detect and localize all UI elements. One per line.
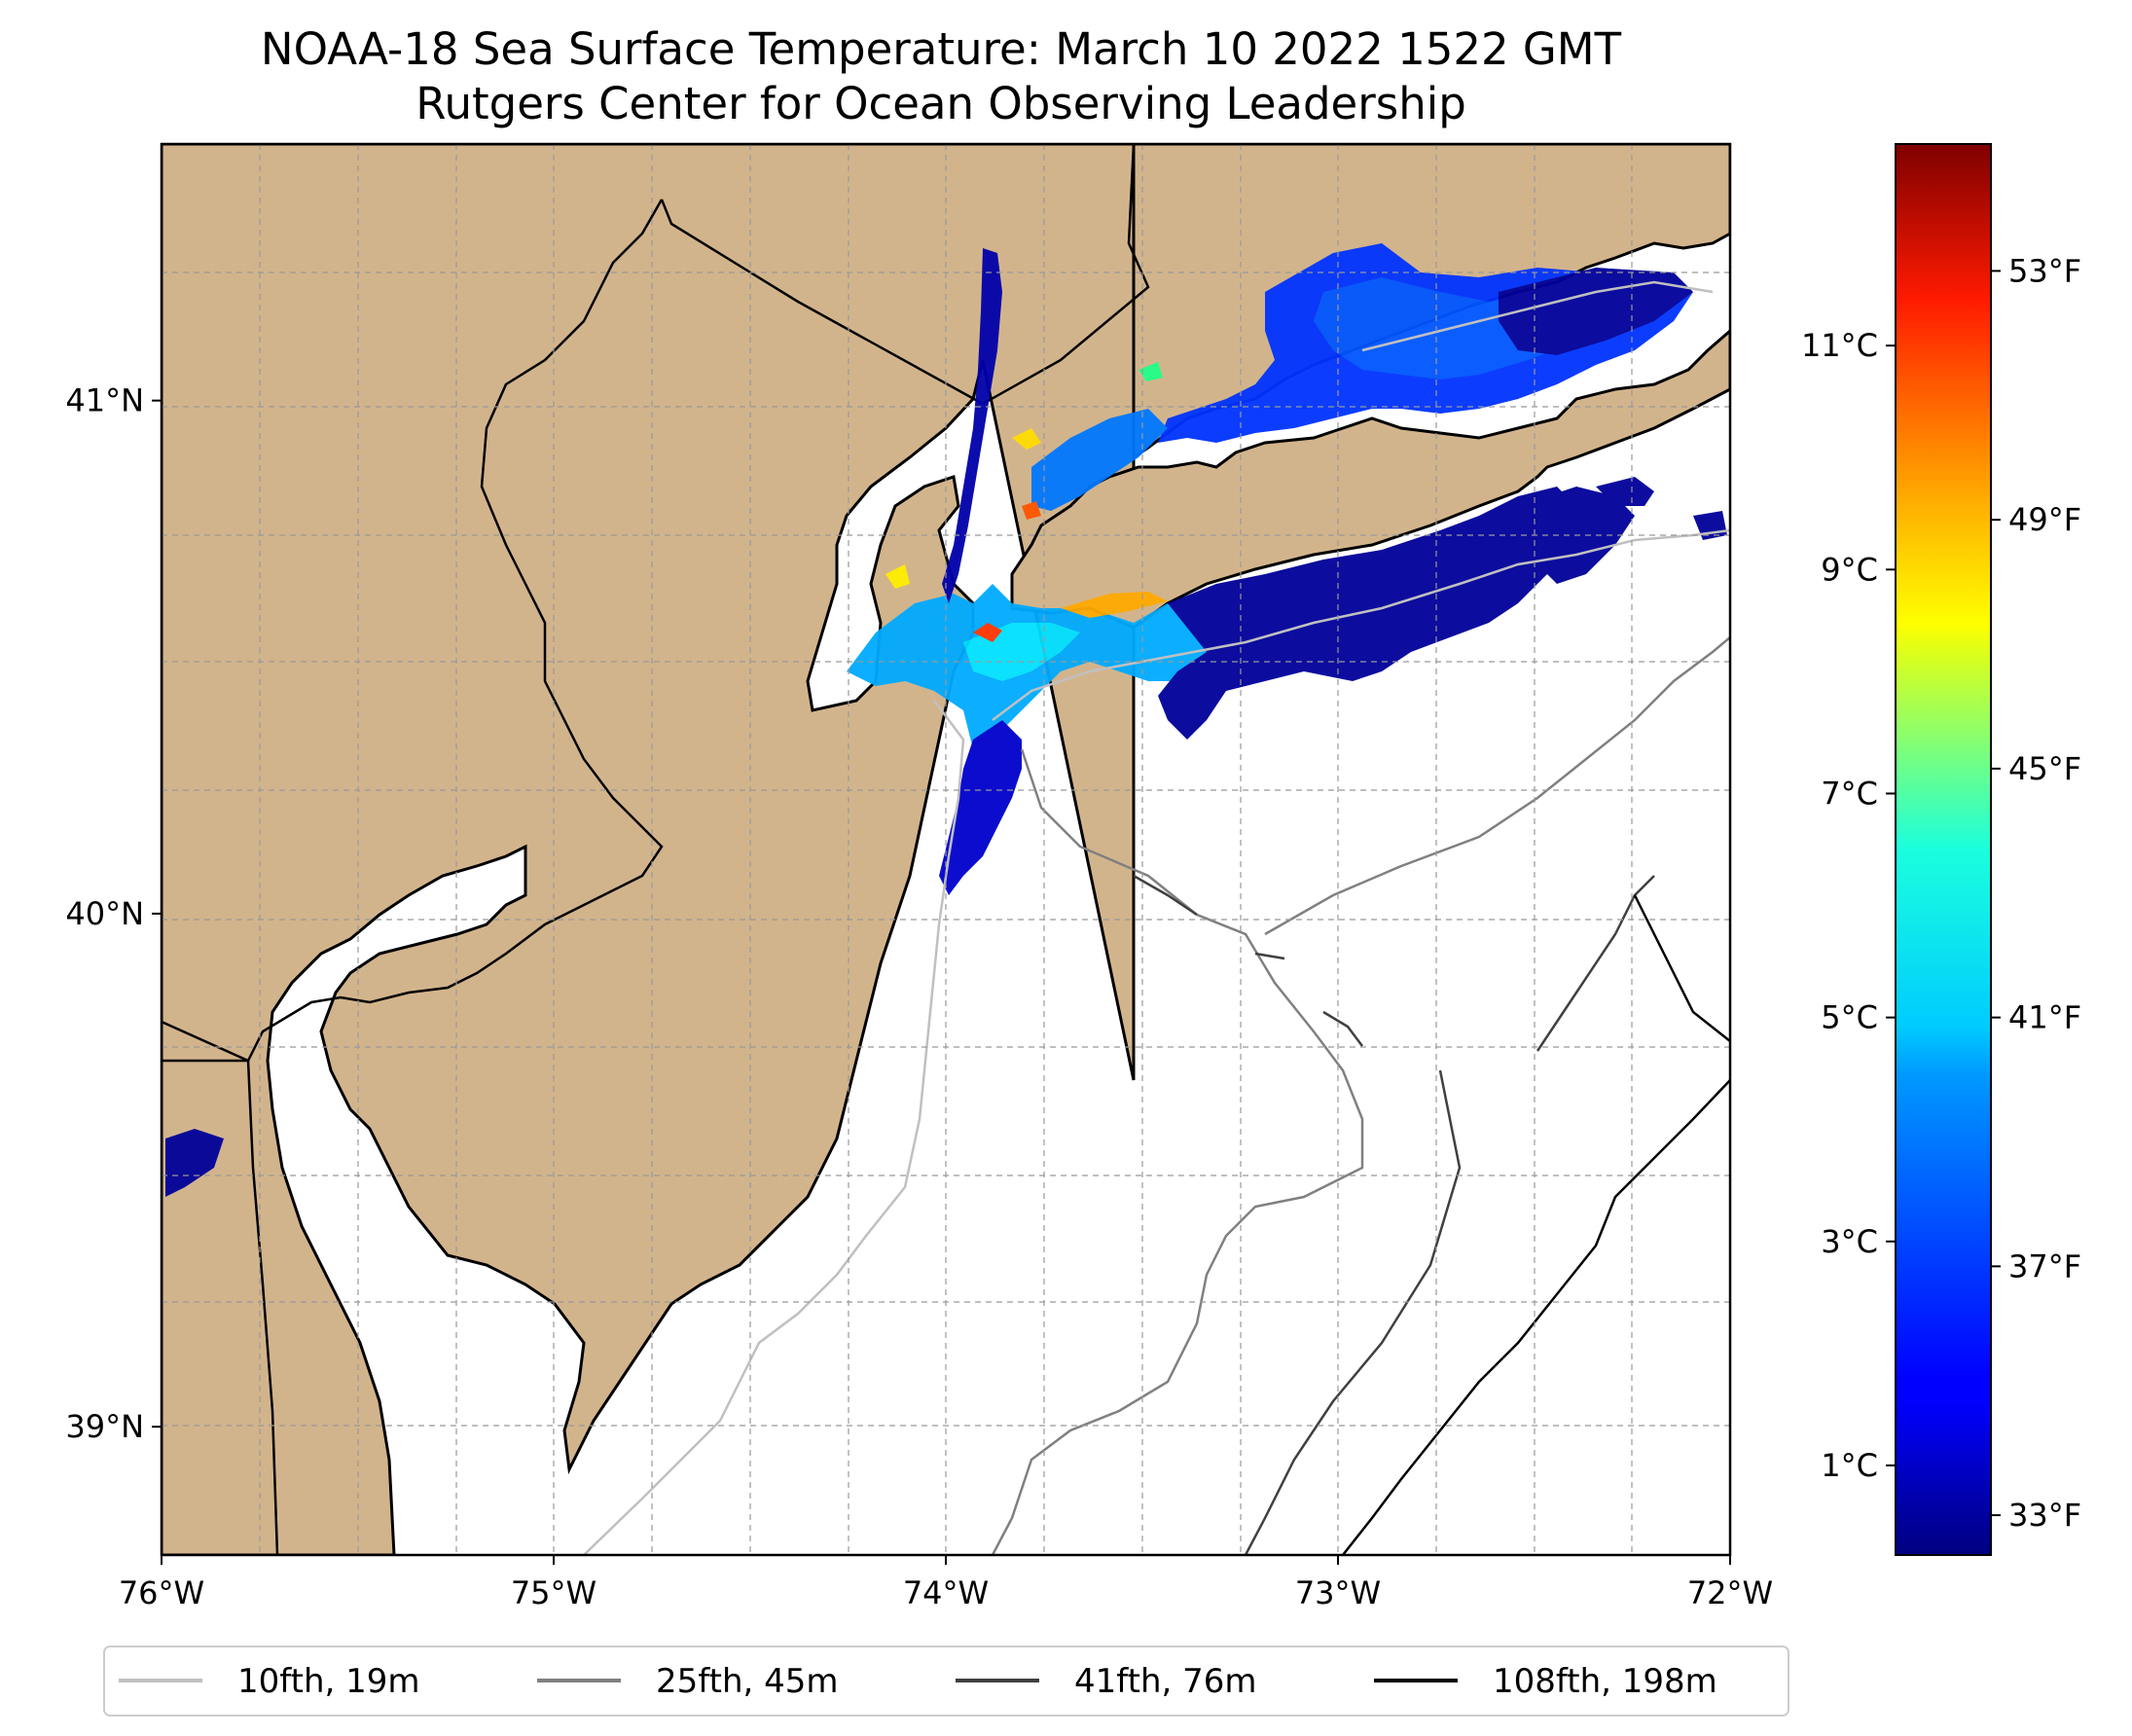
title-line-1: NOAA-18 Sea Surface Temperature: March 1… [261, 23, 1622, 75]
sst-data [165, 243, 1727, 1197]
colorbar-fahrenheit-label: 41°F [2008, 999, 2081, 1036]
x-axis-ticks: 76°W 75°W 74°W 73°W 72°W [119, 1555, 1773, 1611]
title-line-2: Rutgers Center for Ocean Observing Leade… [416, 78, 1466, 129]
colorbar-fahrenheit-label: 37°F [2008, 1248, 2081, 1284]
colorbar-celsius-label: 1°C [1821, 1447, 1878, 1484]
legend-label: 108fth, 198m [1493, 1662, 1717, 1701]
state-borders [162, 144, 1150, 1555]
x-tick-label: 75°W [511, 1574, 596, 1611]
colorbar-celsius-label: 7°C [1821, 775, 1878, 812]
x-tick-label: 74°W [903, 1574, 989, 1611]
colorbar-fahrenheit-label: 45°F [2008, 750, 2081, 787]
colorbar-celsius-label: 3°C [1821, 1223, 1878, 1260]
legend-label: 41fth, 76m [1074, 1662, 1257, 1701]
map-panel [162, 144, 1730, 1555]
colorbar-fahrenheit-label: 33°F [2008, 1497, 2081, 1534]
colorbar-fahrenheit-ticks: 33°F 37°F 41°F 45°F 49°F 53°F [1991, 252, 2081, 1534]
map-gridlines [162, 144, 1730, 1555]
legend: 10fth, 19m 25fth, 45m 41fth, 76m 108fth, 19… [103, 1646, 1789, 1717]
legend-items: 10fth, 19m 25fth, 45m 41fth, 76m 108fth, 19… [119, 1662, 1717, 1701]
y-axis-ticks: 41°N 40°N 39°N [65, 382, 162, 1445]
x-tick-label: 76°W [119, 1574, 204, 1611]
y-tick-label: 41°N [65, 382, 144, 419]
colorbar-celsius-label: 5°C [1821, 999, 1878, 1036]
colorbar-celsius-ticks: 1°C 3°C 5°C 7°C 9°C 11°C [1801, 327, 1896, 1484]
y-tick-label: 39°N [65, 1408, 144, 1445]
colorbar-fahrenheit-label: 49°F [2008, 501, 2081, 538]
x-tick-label: 72°W [1687, 1574, 1773, 1611]
colorbar-celsius-label: 9°C [1821, 551, 1878, 588]
x-tick-label: 73°W [1295, 1574, 1381, 1611]
colorbar-celsius-label: 11°C [1801, 327, 1878, 364]
colorbar: 1°C 3°C 5°C 7°C 9°C 11°C 33°F 37°F 41°F 45°F 49°F… [1801, 143, 2081, 1556]
bathymetry-contours [583, 280, 1730, 1555]
colorbar-fahrenheit-label: 53°F [2008, 252, 2081, 289]
legend-frame [103, 1646, 1789, 1717]
legend-label: 25fth, 45m [656, 1662, 839, 1701]
y-tick-label: 40°N [65, 895, 144, 932]
colorbar-gradient [1895, 143, 1992, 1556]
legend-label: 10fth, 19m [237, 1662, 420, 1701]
